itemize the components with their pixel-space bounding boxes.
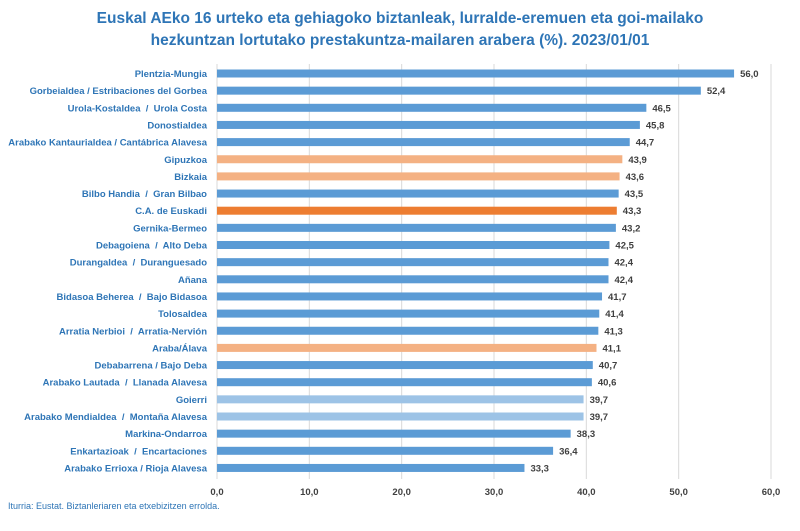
data-label: 40,6: [598, 378, 617, 389]
bar: [217, 69, 735, 78]
data-label: 45,8: [646, 120, 665, 131]
x-tick-label: 50,0: [669, 487, 688, 498]
data-label: 41,3: [604, 326, 623, 337]
data-label: 44,7: [636, 138, 655, 149]
data-label: 56,0: [740, 69, 759, 80]
category-label: Debabarrena / Bajo Deba: [95, 361, 208, 372]
category-label: Durangaldea / Duranguesado: [70, 258, 207, 269]
data-label: 33,3: [530, 463, 549, 474]
data-label: 39,7: [590, 412, 609, 423]
chart-title: Euskal AEko 16 urteko eta gehiagoko bizt…: [0, 8, 800, 52]
bar: [217, 258, 609, 267]
data-label: 43,5: [625, 189, 644, 200]
bar: [217, 429, 571, 438]
bar: [217, 275, 609, 284]
bar: [217, 155, 623, 164]
data-label: 42,4: [614, 275, 633, 286]
chart-title-line-2: hezkuntzan lortutako prestakuntza-mailar…: [150, 32, 650, 49]
data-label: 43,2: [622, 223, 641, 234]
bar: [217, 120, 640, 129]
bar: [217, 172, 620, 181]
data-label: 42,5: [615, 241, 634, 252]
bar: [217, 189, 619, 198]
x-tick-label: 20,0: [392, 487, 411, 498]
bar: [217, 412, 584, 421]
data-label: 41,1: [602, 343, 621, 354]
bar: [217, 378, 592, 387]
x-tick-label: 0,0: [210, 487, 223, 498]
bar: [217, 309, 600, 318]
category-label: C.A. de Euskadi: [135, 206, 207, 217]
category-label: Debagoiena / Alto Deba: [96, 241, 208, 252]
bar: [217, 292, 603, 301]
bar: [217, 343, 597, 352]
category-label: Arratia Nerbioi / Arratia-Nervión: [59, 326, 207, 337]
bar: [217, 103, 647, 112]
x-tick-label: 10,0: [300, 487, 319, 498]
data-label: 43,6: [626, 172, 645, 183]
bar: [217, 206, 617, 215]
category-label: Donostialdea: [147, 120, 207, 131]
bar: [217, 138, 630, 147]
chart-title-line-1: Euskal AEko 16 urteko eta gehiagoko bizt…: [96, 10, 704, 27]
bar: [217, 446, 554, 455]
category-label: Arabako Lautada / Llanada Alavesa: [43, 378, 208, 389]
data-label: 46,5: [652, 103, 671, 114]
category-label: Tolosaldea: [158, 309, 208, 320]
category-label: Arabako Mendialdea / Montaña Alavesa: [24, 412, 208, 423]
bar: [217, 326, 599, 335]
category-label: Arabako Errioxa / Rioja Alavesa: [64, 463, 207, 474]
bar: [217, 395, 584, 404]
category-label: Bizkaia: [174, 172, 207, 183]
category-label: Plentzia-Mungia: [135, 69, 208, 80]
category-label: Araba/Álava: [152, 343, 208, 354]
category-label: Gipuzkoa: [164, 155, 207, 166]
category-label: Gorbeialdea / Estribaciones del Gorbea: [30, 86, 208, 97]
category-label: Añana: [178, 275, 208, 286]
x-tick-label: 30,0: [485, 487, 504, 498]
data-label: 42,4: [614, 258, 633, 269]
data-label: 36,4: [559, 446, 578, 457]
category-label: Gernika-Bermeo: [133, 223, 207, 234]
category-label: Bidasoa Beherea / Bajo Bidasoa: [57, 292, 208, 303]
data-label: 52,4: [707, 86, 726, 97]
category-label: Goierri: [176, 395, 207, 406]
bar: [217, 86, 701, 95]
data-label: 43,3: [623, 206, 642, 217]
data-label: 40,7: [599, 361, 618, 372]
data-label: 39,7: [590, 395, 609, 406]
bar: [217, 223, 616, 232]
category-label: Arabako Kantaurialdea / Cantábrica Alave…: [8, 138, 207, 149]
data-label: 38,3: [577, 429, 596, 440]
source-note: Iturria: Eustat. Biztanleriaren eta etxe…: [8, 501, 220, 511]
bar: [217, 241, 610, 249]
data-label: 41,4: [605, 309, 624, 320]
category-label: Markina-Ondarroa: [125, 429, 208, 440]
category-label: Bilbo Handia / Gran Bilbao: [82, 189, 207, 200]
data-label: 41,7: [608, 292, 627, 303]
x-tick-label: 40,0: [577, 487, 596, 498]
bar: [217, 463, 525, 472]
category-label: Urola-Kostaldea / Urola Costa: [68, 103, 208, 114]
data-label: 43,9: [628, 155, 647, 166]
x-tick-label: 60,0: [762, 487, 781, 498]
bar: [217, 361, 593, 370]
category-label: Enkartazioak / Encartaciones: [70, 446, 207, 457]
